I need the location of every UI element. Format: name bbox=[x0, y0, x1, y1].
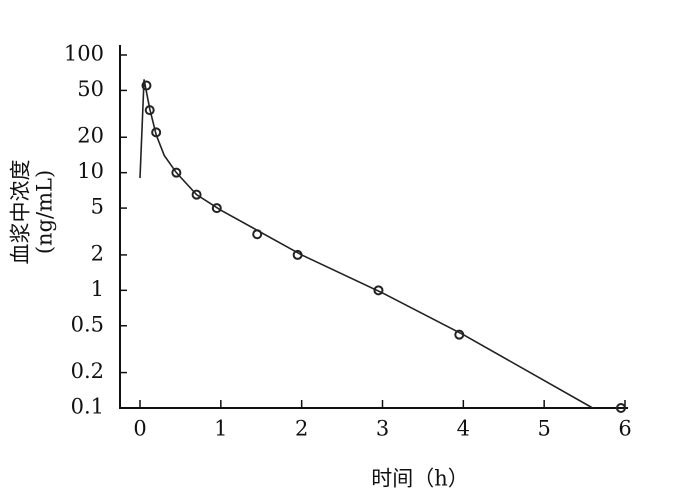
x-tick-label: 1 bbox=[214, 417, 227, 441]
data-point bbox=[615, 403, 626, 413]
data-point bbox=[171, 167, 182, 178]
y-tick-label: 2 bbox=[91, 241, 104, 265]
y-tick-label: 5 bbox=[91, 195, 104, 219]
data-point bbox=[191, 189, 202, 200]
x-tick-label: 3 bbox=[376, 417, 389, 441]
y-tick-label: 20 bbox=[77, 124, 104, 148]
y-tick-label: 0.2 bbox=[71, 359, 104, 383]
x-tick-label: 4 bbox=[457, 417, 470, 441]
x-tick-label: 6 bbox=[618, 417, 631, 441]
x-label: 时间（h） bbox=[371, 467, 469, 491]
data-point bbox=[211, 203, 222, 214]
y-tick-label: 100 bbox=[64, 42, 104, 66]
x-tick-label: 5 bbox=[537, 417, 550, 441]
y-tick-label: 0.5 bbox=[71, 312, 104, 336]
y-tick-label: 0.1 bbox=[71, 395, 104, 419]
data-point bbox=[373, 285, 384, 296]
x-tick-label: 2 bbox=[295, 417, 308, 441]
y-label-line: (ng/mL) bbox=[33, 170, 57, 254]
y-tick-label: 50 bbox=[77, 77, 104, 101]
y-label: 血浆中浓度 (ng/mL) bbox=[9, 160, 57, 265]
y-label-line: 血浆中浓度 bbox=[9, 160, 33, 265]
x-tick-label: 0 bbox=[133, 417, 146, 441]
fit-line bbox=[139, 79, 594, 409]
y-tick-label: 1 bbox=[91, 277, 104, 301]
y-tick-label: 10 bbox=[77, 159, 104, 183]
